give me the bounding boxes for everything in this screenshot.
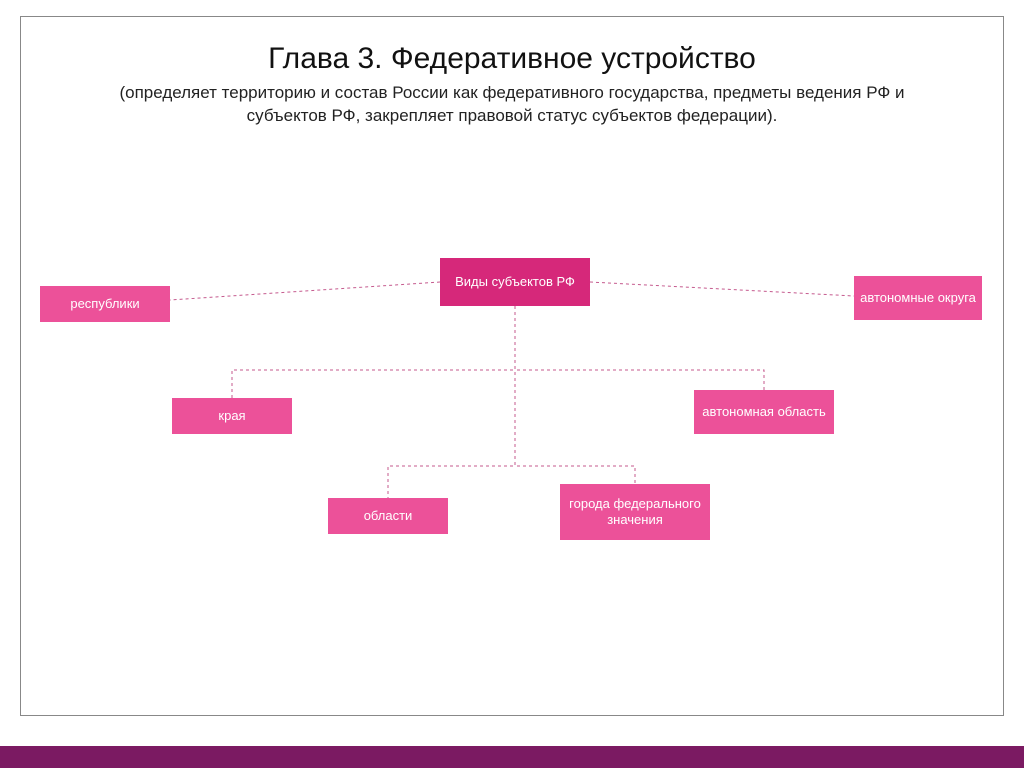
- node-root: Виды субъектов РФ: [440, 258, 590, 306]
- node-auto-obl: автономная область: [694, 390, 834, 434]
- bottom-accent-bar: [0, 746, 1024, 768]
- node-krai: края: [172, 398, 292, 434]
- node-right: автономные округа: [854, 276, 982, 320]
- node-oblasti: области: [328, 498, 448, 534]
- slide-subtitle: (определяет территорию и состав России к…: [102, 82, 922, 128]
- slide-title: Глава 3. Федеративное устройство: [0, 42, 1024, 76]
- node-goroda: города федерального значения: [560, 484, 710, 540]
- node-left: республики: [40, 286, 170, 322]
